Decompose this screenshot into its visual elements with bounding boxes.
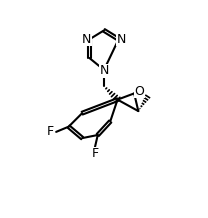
Text: N: N	[117, 33, 126, 46]
Text: N: N	[82, 33, 91, 46]
Text: F: F	[47, 125, 54, 138]
Text: O: O	[134, 85, 144, 98]
Text: N: N	[99, 65, 109, 77]
Text: F: F	[92, 147, 99, 160]
